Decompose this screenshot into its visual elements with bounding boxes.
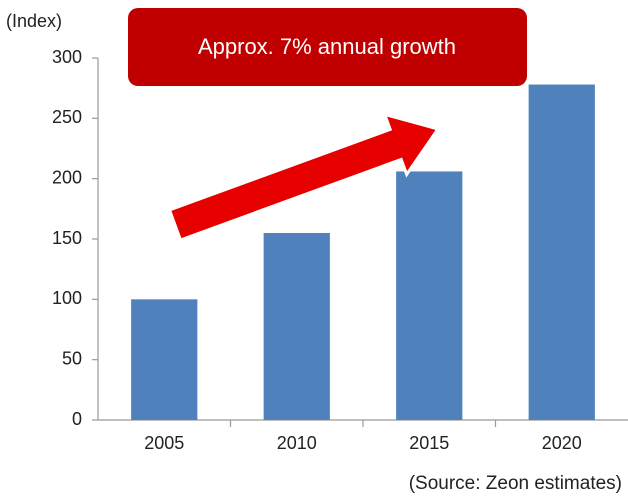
y-tick-label: 0	[72, 409, 82, 429]
y-tick-label: 50	[62, 348, 82, 368]
y-axis-label: (Index)	[6, 11, 62, 31]
x-tick-label: 2020	[542, 433, 582, 453]
y-tick-label: 250	[52, 107, 82, 127]
y-tick-label: 150	[52, 228, 82, 248]
annotation-box	[128, 8, 527, 86]
source-note: (Source: Zeon estimates)	[409, 473, 622, 494]
bar	[263, 232, 330, 420]
growth-arrow	[167, 112, 441, 242]
y-tick-label: 100	[52, 288, 82, 308]
x-tick-label: 2015	[409, 433, 449, 453]
y-tick-label: 300	[52, 47, 82, 67]
bar	[528, 84, 595, 421]
annotation: Approx. 7% annual growth	[198, 34, 456, 59]
bar	[396, 171, 463, 420]
x-tick-label: 2010	[277, 433, 317, 453]
x-tick-label: 2005	[144, 433, 184, 453]
bar	[131, 299, 198, 420]
y-tick-label: 200	[52, 167, 82, 187]
